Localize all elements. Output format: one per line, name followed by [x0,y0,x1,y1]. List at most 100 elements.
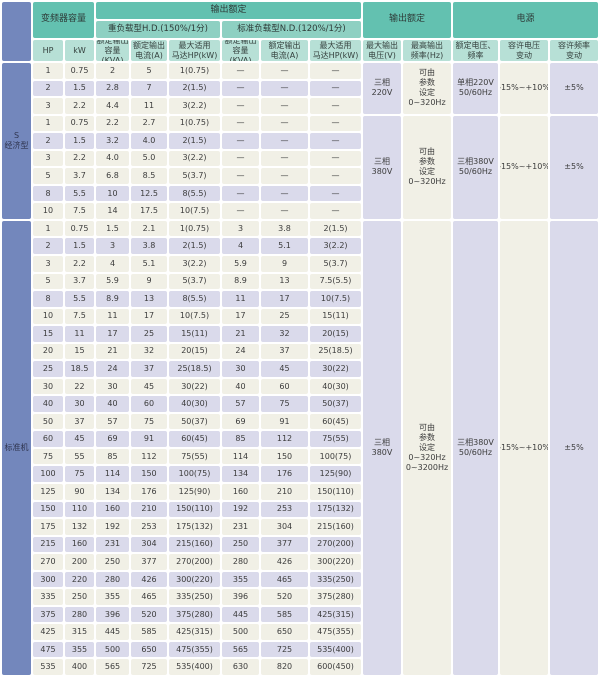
cell-hp: 375 [33,606,63,623]
voltage-variation-cell: -15%~+10% [500,115,548,219]
cell-nd-amp: — [261,98,308,114]
cell-nd-amp: 820 [261,659,308,675]
header-voltage-tolerance: 容许电压 变动 [500,40,548,61]
cell-nd-motor: 7.5(5.5) [310,273,361,290]
cell-hd-motor: 2(1.5) [169,238,220,254]
cell-nd-amp: — [261,203,308,219]
header-hd-motor: 最大适用 马达HP(kW) [169,40,220,61]
cell-hp: 475 [33,641,63,658]
cell-kw: 22 [65,378,94,395]
cell-hd-motor: 475(355) [169,641,220,658]
cell-nd-amp: — [261,133,308,149]
cell-hd-motor: 10(7.5) [169,203,220,219]
cell-nd-motor: — [310,63,361,79]
cell-nd-amp: 5.1 [261,238,308,254]
cell-hd-kva: 10 [96,185,129,202]
cell-hd-amp: 585 [131,624,167,640]
cell-hp: 5 [33,168,63,184]
cell-nd-motor: 20(15) [310,326,361,342]
cell-hd-kva: 40 [96,396,129,412]
cell-nd-motor: 535(400) [310,641,361,658]
cell-nd-motor: 125(90) [310,466,361,483]
cell-nd-amp: 210 [261,484,308,500]
cell-nd-motor: 15(11) [310,308,361,325]
cell-nd-kva: 565 [222,641,259,658]
cell-hp: 2 [33,80,63,97]
cell-nd-kva: 280 [222,554,259,570]
supply-voltage-cell: 单相220V 50/60Hz [453,63,498,114]
cell-hd-motor: 75(55) [169,448,220,465]
cell-nd-kva: 630 [222,659,259,675]
cell-nd-motor: — [310,133,361,149]
cell-hd-kva: 134 [96,484,129,500]
cell-nd-amp: 13 [261,273,308,290]
cell-hd-amp: 465 [131,589,167,605]
cell-hp: 2 [33,238,63,254]
cell-nd-motor: 175(132) [310,501,361,518]
cell-nd-kva: — [222,133,259,149]
header-nd-kva: 额定输出 容量(KVA) [222,40,259,61]
cell-hd-motor: 1(0.75) [169,63,220,79]
cell-hd-amp: 75 [131,413,167,430]
output-frequency-cell: 可由 参数 设定 0~320Hz 0~3200Hz [403,220,451,675]
cell-kw: 1.5 [65,133,94,149]
cell-hp: 125 [33,484,63,500]
cell-hp: 270 [33,554,63,570]
cell-nd-kva: 5.9 [222,255,259,272]
cell-hd-motor: 2(1.5) [169,80,220,97]
cell-nd-kva: 8.9 [222,273,259,290]
cell-nd-amp: 75 [261,396,308,412]
cell-hd-amp: 17 [131,308,167,325]
cell-hd-kva: 500 [96,641,129,658]
cell-hd-motor: 10(7.5) [169,308,220,325]
cell-nd-amp: 37 [261,343,308,360]
cell-kw: 200 [65,554,94,570]
cell-nd-kva: 134 [222,466,259,483]
cell-hd-kva: 4 [96,255,129,272]
cell-hp: 3 [33,255,63,272]
cell-hp: 40 [33,396,63,412]
cell-hp: 100 [33,466,63,483]
voltage-variation-cell: -15%~+10% [500,63,548,114]
frequency-variation-cell: ±5% [550,115,598,219]
cell-nd-kva: — [222,185,259,202]
cell-hd-kva: 2.8 [96,80,129,97]
cell-kw: 15 [65,343,94,360]
cell-kw: 3.7 [65,168,94,184]
cell-hd-amp: 4.0 [131,133,167,149]
cell-nd-kva: 192 [222,501,259,518]
cell-hp: 75 [33,448,63,465]
cell-nd-amp: 253 [261,501,308,518]
cell-nd-kva: 11 [222,291,259,307]
cell-hd-amp: 426 [131,571,167,588]
cell-hd-kva: 6.8 [96,168,129,184]
cell-hd-motor: 3(2.2) [169,255,220,272]
cell-hd-amp: 253 [131,519,167,535]
cell-hd-motor: 8(5.5) [169,185,220,202]
cell-hd-amp: 725 [131,659,167,675]
cell-hd-amp: 25 [131,326,167,342]
cell-hd-motor: 5(3.7) [169,168,220,184]
cell-kw: 30 [65,396,94,412]
cell-nd-motor: 270(200) [310,536,361,553]
cell-nd-kva: — [222,168,259,184]
cell-hp: 535 [33,659,63,675]
cell-hd-motor: 25(18.5) [169,361,220,377]
cell-hd-kva: 160 [96,501,129,518]
cell-nd-kva: 250 [222,536,259,553]
cell-hd-motor: 60(45) [169,431,220,447]
cell-nd-motor: — [310,98,361,114]
cell-hd-motor: 3(2.2) [169,98,220,114]
cell-hp: 2 [33,133,63,149]
cell-hd-kva: 396 [96,606,129,623]
cell-hd-motor: 270(200) [169,554,220,570]
cell-hp: 5 [33,273,63,290]
cell-hd-motor: 2(1.5) [169,133,220,149]
cell-kw: 0.75 [65,115,94,132]
cell-hd-motor: 535(400) [169,659,220,675]
cell-hd-kva: 57 [96,413,129,430]
frequency-variation-cell: ±5% [550,220,598,675]
header-rated-voltage-frequency: 额定电压、 频率 [453,40,498,61]
cell-hd-amp: 17.5 [131,203,167,219]
